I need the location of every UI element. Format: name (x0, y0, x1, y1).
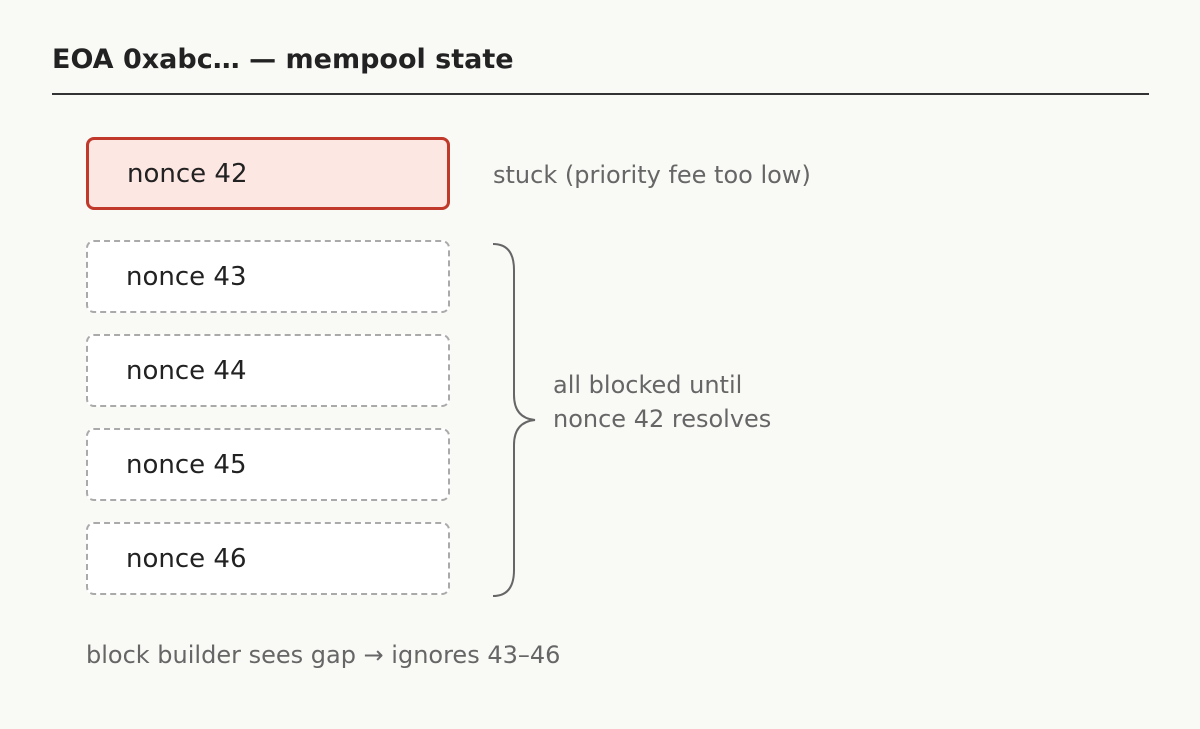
stuck-annotation: stuck (priority fee too low) (493, 161, 811, 189)
node-label: nonce 44 (126, 355, 247, 386)
node-label: nonce 45 (126, 449, 247, 480)
nonce-44-box: nonce 44 (86, 334, 450, 407)
node-label: nonce 46 (126, 543, 247, 574)
footer-note: block builder sees gap → ignores 43–46 (86, 641, 561, 669)
nonce-46-box: nonce 46 (86, 522, 450, 595)
node-label: nonce 42 (127, 158, 248, 189)
nonce-42-box: nonce 42 (86, 137, 450, 210)
blocked-annotation: all blocked until nonce 42 resolves (553, 368, 771, 436)
brace-path (492, 243, 536, 597)
nonce-43-box: nonce 43 (86, 240, 450, 313)
blocked-line-2: nonce 42 resolves (553, 405, 772, 433)
page-title: EOA 0xabc… — mempool state (52, 44, 514, 75)
title-divider (52, 93, 1149, 95)
node-label: nonce 43 (126, 261, 247, 292)
nonce-45-box: nonce 45 (86, 428, 450, 501)
blocked-line-1: all blocked until (553, 371, 743, 399)
